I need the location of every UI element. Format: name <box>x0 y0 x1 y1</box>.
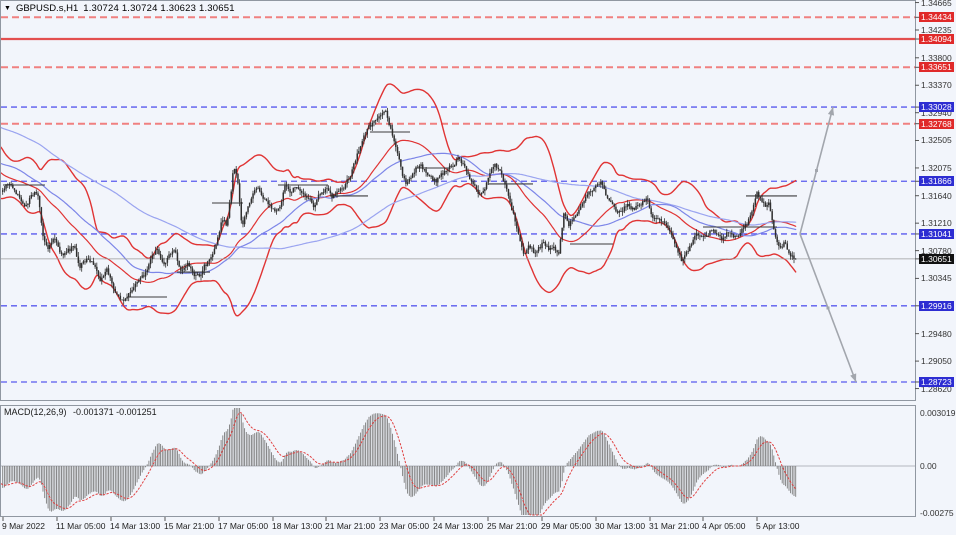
arrow-midpoint-handle <box>826 306 830 310</box>
macd-signal-line <box>0 412 797 516</box>
macd-values: -0.001371 -0.001251 <box>73 407 157 417</box>
time-tick-label: 21 Mar 21:00 <box>325 521 376 531</box>
price-tick-label: 1.34235 <box>921 25 952 35</box>
price-tick-label: 1.33370 <box>921 80 952 91</box>
price-tick-label: 1.33800 <box>921 52 952 63</box>
price-level-badge-blue: 1.28723 <box>919 376 954 387</box>
level-lines[interactable] <box>1 16 915 383</box>
time-tick-label: 17 Mar 05:00 <box>218 521 269 531</box>
time-tick-label: 24 Mar 13:00 <box>433 521 484 531</box>
price-tick-label: 1.28620 <box>921 383 952 394</box>
time-tick-label: 31 Mar 21:00 <box>649 521 700 531</box>
bollinger-bands <box>0 83 797 317</box>
candles-layer <box>2 107 797 305</box>
bollinger-upper-line <box>0 83 797 259</box>
chart-ohlc-values: 1.30724 1.30724 1.30623 1.30651 <box>83 3 235 14</box>
price-tick-label: 1.29480 <box>921 328 952 339</box>
price-level-badge-red: 1.34094 <box>919 34 954 44</box>
price-tick-label: 1.30345 <box>921 273 952 284</box>
price-tick-label: 1.32940 <box>921 107 952 118</box>
macd-axis-label: 0.00 <box>920 461 937 471</box>
time-tick-label: 18 Mar 13:00 <box>272 521 323 531</box>
arrow-midpoint-handle <box>815 169 818 173</box>
price-level-badge-blue: 1.31866 <box>919 176 954 187</box>
macd-axis-label: 0.003019 <box>920 408 956 418</box>
price-tick-label: 1.34665 <box>921 0 952 8</box>
price-tick-label: 1.32075 <box>921 162 952 173</box>
time-tick-label: 30 Mar 13:00 <box>595 521 646 531</box>
time-tick-label: 9 Mar 2022 <box>2 521 45 531</box>
time-tick-label: 11 Mar 05:00 <box>56 521 106 531</box>
chart-symbol-label: GBPUSD.s,H1 <box>15 3 79 14</box>
time-tick-label: 5 Apr 13:00 <box>756 521 800 531</box>
chart-title-bar: ▼ GBPUSD.s,H1 1.30724 1.30724 1.30623 1.… <box>4 3 235 14</box>
price-level-badge-red: 1.33651 <box>919 62 954 73</box>
macd-name: MACD(12,26,9) <box>4 407 67 417</box>
price-level-badge-black: 1.30651 <box>919 253 954 264</box>
price-tick-label: 1.32505 <box>921 135 952 146</box>
bollinger-middle-line <box>0 139 797 283</box>
projection-arrows[interactable] <box>799 106 857 383</box>
price-level-badge-blue: 1.33028 <box>919 102 954 113</box>
time-tick-label: 14 Mar 13:00 <box>110 521 161 531</box>
price-tick-label: 1.29050 <box>921 356 952 367</box>
time-tick-label: 15 Mar 21:00 <box>164 521 215 531</box>
main-panel-border <box>0 0 916 401</box>
price-level-badge-red: 1.32768 <box>919 118 954 129</box>
macd-indicator-label: MACD(12,26,9) -0.001371 -0.001251 <box>4 407 161 417</box>
price-level-badge-red: 1.34434 <box>919 12 954 23</box>
time-tick-label: 4 Apr 05:00 <box>702 521 746 531</box>
macd-panel-border <box>0 405 916 517</box>
time-tick-label: 29 Mar 05:00 <box>541 521 592 531</box>
slow-ma-line <box>0 126 797 250</box>
price-tick-label: 1.31210 <box>921 218 952 229</box>
price-tick-label: 1.31640 <box>921 190 952 201</box>
fast-ma-line <box>0 152 797 275</box>
price-level-badge-blue: 1.29916 <box>919 300 954 311</box>
macd-histogram <box>2 408 797 515</box>
price-level-badge-blue: 1.31041 <box>919 228 954 239</box>
time-tick-label: 25 Mar 21:00 <box>487 521 538 531</box>
time-tick-label: 23 Mar 05:00 <box>379 521 430 531</box>
macd-axis-label: -0.00275 <box>920 508 954 518</box>
chart-dropdown-icon[interactable]: ▼ <box>4 5 11 12</box>
price-tick-label: 1.30780 <box>921 245 952 256</box>
